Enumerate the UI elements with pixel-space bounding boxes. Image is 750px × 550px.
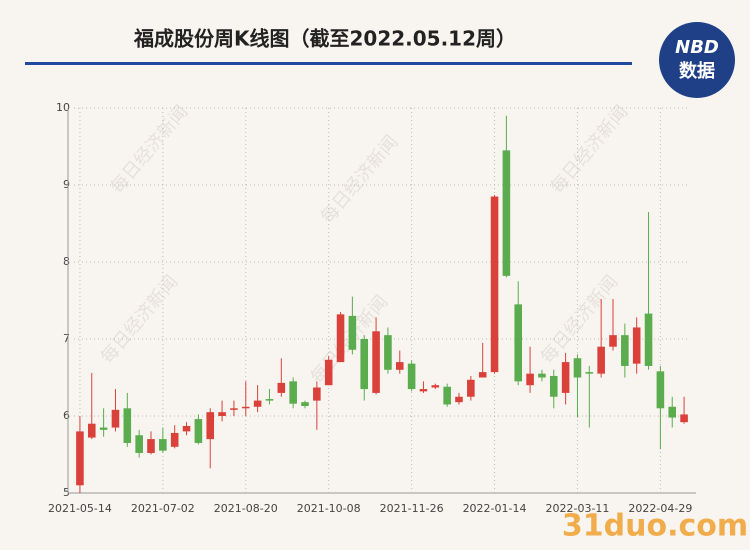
- candle-body: [230, 408, 238, 410]
- candle-body: [277, 382, 286, 393]
- candle-body: [467, 379, 475, 397]
- candle-body: [490, 196, 499, 373]
- candle-body: [159, 439, 167, 451]
- candle-body: [265, 399, 274, 401]
- candle-body: [668, 406, 677, 418]
- x-tick-label: 2021-05-14: [48, 502, 112, 515]
- candle-body: [253, 400, 262, 407]
- candle-body: [656, 371, 665, 409]
- logo: [659, 22, 735, 98]
- candle-body: [147, 439, 155, 453]
- candle-body: [407, 363, 416, 390]
- logo-text: 数据: [679, 60, 715, 82]
- candle-body: [538, 373, 546, 378]
- candle-body: [455, 396, 463, 403]
- y-tick-label: 10: [56, 101, 70, 114]
- candle-body: [478, 372, 487, 378]
- candle-body: [206, 412, 215, 440]
- x-tick-label: 2022-01-14: [463, 502, 527, 515]
- candle-body: [289, 381, 297, 404]
- x-tick-label: 2021-10-08: [297, 502, 361, 515]
- title-rule: [25, 62, 632, 65]
- candle-body: [597, 346, 605, 374]
- candle-body: [419, 389, 428, 392]
- y-tick-label: 5: [63, 486, 70, 499]
- candle-body: [324, 359, 333, 386]
- y-tick-label: 9: [63, 178, 70, 191]
- x-tick-label: 2021-11-26: [380, 502, 444, 515]
- candle-body: [502, 150, 511, 276]
- candle-body: [76, 431, 84, 486]
- candle-body: [182, 426, 191, 432]
- logo-text: NBD: [675, 37, 719, 58]
- candle-body: [526, 373, 534, 386]
- candle-body: [573, 358, 582, 378]
- candle-body: [111, 409, 120, 428]
- candle-body: [194, 419, 203, 443]
- y-tick-label: 7: [63, 332, 70, 345]
- candle-body: [644, 313, 653, 366]
- candle-body: [585, 372, 594, 374]
- candle-body: [621, 335, 629, 366]
- x-tick-label: 2022-04-29: [628, 502, 692, 515]
- candle-body: [514, 304, 523, 382]
- y-tick-label: 6: [63, 409, 70, 422]
- candle-body: [431, 385, 440, 388]
- candle-body: [632, 327, 641, 364]
- candle-body: [443, 386, 451, 405]
- candle-body: [561, 362, 570, 393]
- candle-body: [372, 331, 380, 393]
- candle-body: [336, 314, 345, 363]
- x-tick-label: 2022-03-11: [545, 502, 609, 515]
- candle-body: [395, 362, 404, 370]
- candle-body: [241, 406, 250, 409]
- candle-body: [123, 408, 132, 443]
- candle-body: [384, 335, 392, 370]
- candle-body: [218, 412, 226, 416]
- candle-body: [170, 432, 179, 447]
- candle-body: [549, 375, 558, 397]
- candle-body: [87, 423, 96, 438]
- candle-body: [609, 335, 617, 347]
- x-tick-label: 2021-08-20: [214, 502, 278, 515]
- candle-body: [313, 387, 321, 401]
- candle-body: [348, 315, 357, 350]
- site-watermark: 31duo.com: [562, 509, 748, 544]
- candle-body: [301, 402, 309, 406]
- candle-body: [135, 435, 143, 453]
- candle-body: [360, 339, 369, 390]
- x-tick-label: 2021-07-02: [131, 502, 195, 515]
- candle-body: [99, 427, 108, 430]
- chart-title: 福成股份周K线图（截至2022.05.12周）: [133, 27, 516, 51]
- y-tick-label: 8: [63, 255, 70, 268]
- candle-body: [680, 414, 688, 423]
